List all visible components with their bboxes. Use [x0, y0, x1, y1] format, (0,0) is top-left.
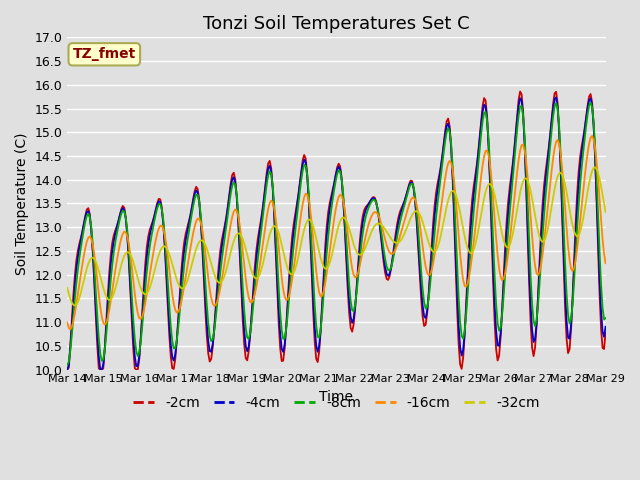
-32cm	[63, 285, 71, 291]
-16cm	[300, 194, 308, 200]
-8cm	[299, 168, 307, 173]
-32cm	[300, 227, 308, 232]
-2cm	[573, 192, 581, 198]
-32cm	[243, 252, 251, 258]
-2cm	[299, 157, 307, 163]
-16cm	[602, 260, 609, 266]
-4cm	[299, 161, 307, 167]
-2cm	[602, 330, 609, 336]
-32cm	[131, 264, 139, 270]
-8cm	[242, 325, 250, 331]
-4cm	[573, 206, 581, 212]
Line: -32cm: -32cm	[67, 167, 605, 306]
-32cm	[573, 234, 581, 240]
-8cm	[251, 287, 259, 293]
X-axis label: Time: Time	[319, 390, 353, 404]
Line: -16cm: -16cm	[67, 136, 605, 329]
-2cm	[63, 367, 71, 372]
-16cm	[243, 287, 251, 292]
-16cm	[588, 133, 596, 139]
Title: Tonzi Soil Temperatures Set C: Tonzi Soil Temperatures Set C	[203, 15, 470, 33]
-8cm	[572, 253, 579, 259]
Legend: -2cm, -4cm, -8cm, -16cm, -32cm: -2cm, -4cm, -8cm, -16cm, -32cm	[127, 391, 545, 416]
-8cm	[224, 213, 232, 218]
-16cm	[225, 230, 233, 236]
-16cm	[63, 320, 71, 325]
Line: -4cm: -4cm	[67, 97, 605, 370]
-32cm	[225, 255, 233, 261]
-32cm	[71, 303, 79, 309]
-32cm	[252, 276, 260, 282]
-2cm	[251, 265, 259, 271]
-2cm	[224, 204, 232, 210]
-4cm	[224, 206, 232, 212]
Text: TZ_fmet: TZ_fmet	[73, 48, 136, 61]
-8cm	[63, 362, 71, 368]
-32cm	[591, 164, 599, 170]
-32cm	[602, 209, 609, 215]
-2cm	[242, 355, 250, 361]
-8cm	[587, 100, 595, 106]
-2cm	[129, 346, 137, 352]
-16cm	[252, 285, 260, 290]
-4cm	[602, 324, 609, 330]
-16cm	[131, 290, 139, 296]
-2cm	[516, 89, 524, 95]
Y-axis label: Soil Temperature (C): Soil Temperature (C)	[15, 132, 29, 275]
-4cm	[552, 95, 560, 100]
Line: -8cm: -8cm	[67, 103, 605, 365]
Line: -2cm: -2cm	[67, 92, 605, 370]
-16cm	[573, 246, 581, 252]
-4cm	[129, 335, 137, 340]
-4cm	[242, 343, 250, 349]
-16cm	[67, 326, 74, 332]
-8cm	[602, 315, 609, 321]
-8cm	[129, 316, 137, 322]
-4cm	[63, 367, 71, 372]
-4cm	[251, 274, 259, 280]
